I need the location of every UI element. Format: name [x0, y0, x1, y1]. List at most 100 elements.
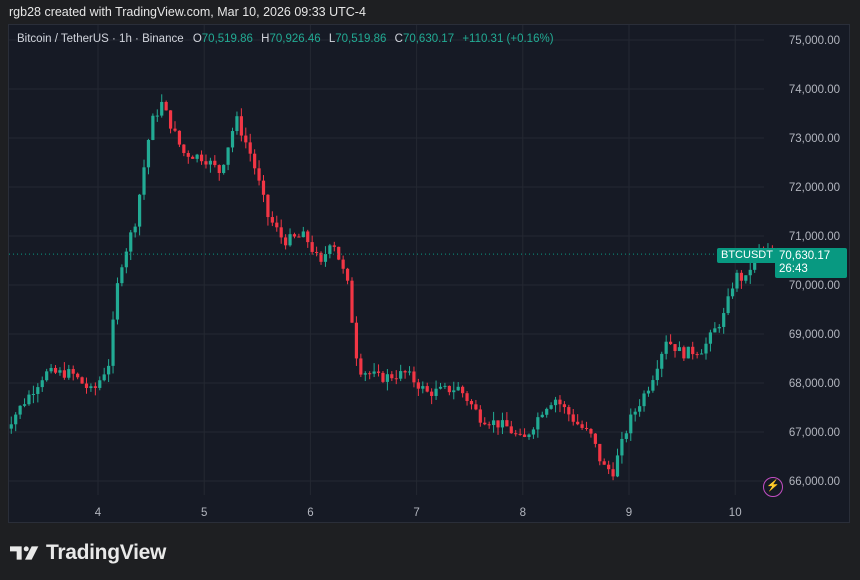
candle-body [71, 369, 75, 374]
price-tag-price: 70,630.17 [779, 250, 831, 262]
candle-body [522, 434, 527, 437]
candle-body [124, 251, 128, 268]
candle-body [261, 180, 266, 195]
candle-body [651, 380, 655, 391]
y-tick-label: 73,000.00 [789, 133, 840, 145]
candlestick-chart[interactable]: 75,000.00 74,000.00 73,000.00 72,000.00 71,0… [9, 25, 851, 524]
candle-body [120, 267, 124, 284]
candle-body [160, 101, 164, 116]
candle-body [199, 154, 204, 162]
candle-body [288, 234, 292, 246]
candle-body [222, 164, 226, 173]
candle-body [45, 371, 49, 381]
candle-body [372, 371, 376, 374]
candle-body [735, 272, 739, 289]
candle-body [664, 341, 668, 354]
candle-body [84, 383, 89, 389]
candle-body [359, 358, 363, 375]
candle-body [213, 160, 217, 166]
chart-area[interactable]: 75,000.00 74,000.00 73,000.00 72,000.00 71,0… [8, 24, 850, 523]
candle-body [430, 391, 434, 396]
y-tick-label: 71,000.00 [789, 231, 840, 243]
candle-body [589, 428, 593, 434]
candle-body [682, 347, 686, 359]
candle-body [239, 116, 243, 136]
candle-body [36, 387, 40, 394]
price-tag-symbol: BTCUSDT [717, 248, 777, 263]
candle-body [549, 405, 553, 409]
candle-body [598, 443, 602, 462]
candle-body [76, 373, 80, 378]
candle-body [323, 254, 328, 262]
candle-body [646, 390, 651, 394]
candle-body [593, 433, 597, 444]
candle-body [275, 222, 279, 228]
candle-body [584, 427, 589, 429]
candle-body [416, 382, 420, 389]
candle-body [341, 259, 345, 269]
candle-body [500, 420, 505, 428]
candle-body [531, 429, 536, 435]
y-tick-label: 69,000.00 [789, 329, 840, 341]
candle-body [514, 433, 518, 435]
x-tick-label: 6 [307, 507, 313, 519]
tradingview-brand[interactable]: TradingView [10, 541, 166, 565]
candle-body [253, 153, 257, 169]
candle-body [381, 372, 385, 382]
bolt-icon[interactable]: ⚡ [763, 477, 783, 497]
candle-body [270, 217, 274, 223]
open-value: 70,519.86 [201, 33, 253, 45]
candle-body [248, 142, 252, 154]
candle-body [22, 404, 27, 406]
candle-body [279, 227, 283, 238]
x-tick-label: 10 [729, 507, 742, 519]
candle-body [624, 433, 628, 439]
candle-body [53, 367, 58, 373]
price-axis[interactable]: 75,000.00 74,000.00 73,000.00 72,000.00 71,0… [789, 35, 840, 488]
x-tick-label: 8 [520, 507, 526, 519]
time-axis[interactable]: 4 5 6 7 8 9 10 [95, 507, 742, 519]
candle-body [376, 371, 381, 373]
low-label: L [328, 33, 336, 45]
candle-body [301, 231, 305, 238]
candle-body [350, 280, 354, 323]
candle-body [394, 378, 398, 380]
candle-body [421, 386, 425, 389]
candle-body [182, 144, 186, 154]
candle-body [518, 433, 522, 435]
candle-body [673, 344, 677, 352]
y-tick-label: 66,000.00 [789, 476, 840, 488]
candle-body [399, 371, 403, 379]
candle-body [739, 272, 743, 281]
candle-body [425, 386, 429, 392]
candle-body [191, 156, 195, 159]
candle-body [217, 165, 221, 173]
candle-body [230, 131, 235, 148]
candle-body [58, 370, 62, 373]
candle-body [186, 153, 190, 157]
candle-body [412, 371, 416, 383]
y-tick-label: 74,000.00 [789, 84, 840, 96]
candle-body [407, 371, 412, 373]
candle-body [164, 101, 168, 111]
y-tick-label: 75,000.00 [789, 35, 840, 47]
candle-body [686, 346, 690, 359]
candle-body [390, 374, 394, 379]
candle-body [438, 386, 443, 389]
candle-body [562, 404, 566, 408]
candle-body [633, 411, 637, 415]
candle-body [567, 407, 571, 415]
candle-body [509, 426, 513, 434]
candle-body [328, 245, 332, 255]
candle-body [461, 386, 465, 394]
candle-body [527, 434, 531, 437]
candle-body [385, 374, 389, 382]
tradingview-logo-icon [10, 546, 39, 560]
candle-body [40, 380, 44, 388]
candle-body [151, 115, 155, 140]
candle-body [478, 409, 482, 423]
symbol-name: Bitcoin / TetherUS · 1h · Binance [17, 33, 184, 45]
candle-body [208, 160, 212, 165]
candle-body [496, 420, 500, 428]
candle-body [699, 353, 704, 355]
